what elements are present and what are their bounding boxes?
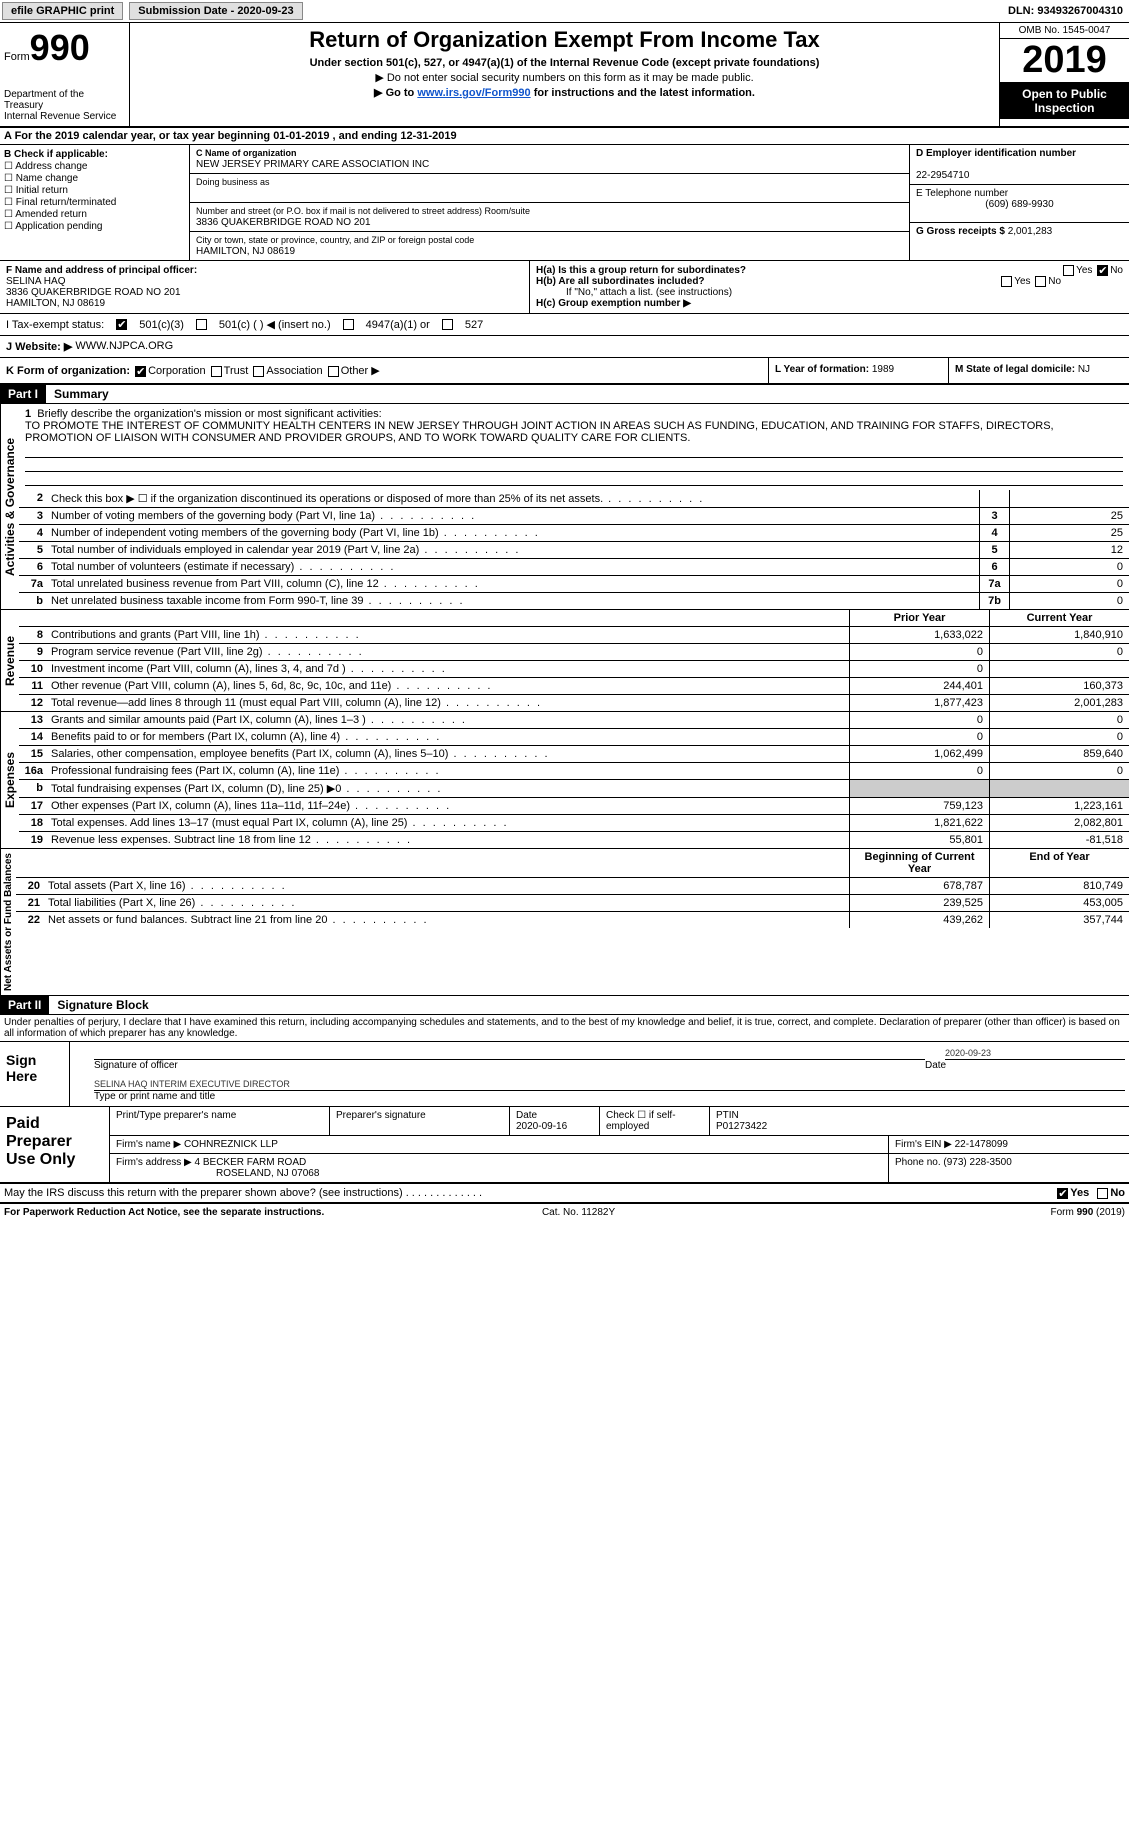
data-line: 20Total assets (Part X, line 16)678,7878… [16,878,1129,895]
dept-label: Department of the Treasury Internal Reve… [4,89,125,122]
omb-number: OMB No. 1545-0047 [1000,23,1129,39]
data-line: 22Net assets or fund balances. Subtract … [16,912,1129,928]
data-line: 13Grants and similar amounts paid (Part … [19,712,1129,729]
box-h: H(a) Is this a group return for subordin… [530,261,1129,313]
irs-link[interactable]: www.irs.gov/Form990 [417,87,530,99]
data-line: 18Total expenses. Add lines 13–17 (must … [19,815,1129,832]
vtab-revenue: Revenue [0,610,19,711]
gov-line: 3Number of voting members of the governi… [19,508,1129,525]
subtitle-1: Under section 501(c), 527, or 4947(a)(1)… [136,57,993,69]
gov-line: 5Total number of individuals employed in… [19,542,1129,559]
org-city: HAMILTON, NJ 08619 [196,246,295,257]
part1-header: Part I Summary [0,385,1129,404]
dln: DLN: 93493267004310 [1008,5,1127,17]
data-line: 17Other expenses (Part IX, column (A), l… [19,798,1129,815]
subtitle-3: ▶ Go to www.irs.gov/Form990 for instruct… [136,86,993,99]
data-line: 11Other revenue (Part VIII, column (A), … [19,678,1129,695]
data-line: 19Revenue less expenses. Subtract line 1… [19,832,1129,848]
gross-receipts: 2,001,283 [1008,226,1053,237]
form-header: Form990 Department of the Treasury Inter… [0,23,1129,128]
gov-line: 6Total number of volunteers (estimate if… [19,559,1129,576]
signature-block: Under penalties of perjury, I declare th… [0,1015,1129,1221]
expenses-section: Expenses 13Grants and similar amounts pa… [0,712,1129,849]
vtab-expenses: Expenses [0,712,19,848]
row-klm: K Form of organization: Corporation Trus… [0,358,1129,385]
website: WWW.NJPCA.ORG [75,340,173,353]
gov-line: 7aTotal unrelated business revenue from … [19,576,1129,593]
tax-year: 2019 [1000,39,1129,83]
form-label: Form990 [4,27,125,69]
ein: 22-2954710 [916,170,969,181]
data-line: 12Total revenue—add lines 8 through 11 (… [19,695,1129,711]
data-line: 9Program service revenue (Part VIII, lin… [19,644,1129,661]
submission-date: Submission Date - 2020-09-23 [129,2,302,20]
gov-line: bNet unrelated business taxable income f… [19,593,1129,609]
open-inspection: Open to Public Inspection [1000,83,1129,119]
form-title: Return of Organization Exempt From Incom… [136,27,993,53]
box-c: C Name of organizationNEW JERSEY PRIMARY… [190,145,909,260]
mission-text: TO PROMOTE THE INTEREST OF COMMUNITY HEA… [25,420,1054,444]
footer: For Paperwork Reduction Act Notice, see … [0,1204,1129,1221]
activities-governance: Activities & Governance 1 Briefly descri… [0,404,1129,610]
data-line: 16aProfessional fundraising fees (Part I… [19,763,1129,780]
vtab-net: Net Assets or Fund Balances [0,849,16,995]
gov-line: 2Check this box ▶ ☐ if the organization … [19,490,1129,508]
line-a: A For the 2019 calendar year, or tax yea… [0,128,1129,145]
data-line: 8Contributions and grants (Part VIII, li… [19,627,1129,644]
org-address: 3836 QUAKERBRIDGE ROAD NO 201 [196,217,371,228]
box-b: B Check if applicable: ☐ Address change … [0,145,190,260]
data-line: 15Salaries, other compensation, employee… [19,746,1129,763]
declaration: Under penalties of perjury, I declare th… [0,1015,1129,1042]
data-line: 14Benefits paid to or for members (Part … [19,729,1129,746]
net-assets-section: Net Assets or Fund Balances Beginning of… [0,849,1129,996]
box-f: F Name and address of principal officer:… [0,261,530,313]
paid-preparer: Paid Preparer Use Only Print/Type prepar… [0,1107,1129,1184]
data-line: 21Total liabilities (Part X, line 26)239… [16,895,1129,912]
phone: (609) 689-9930 [916,199,1123,210]
part2-header: Part II Signature Block [0,996,1129,1015]
data-line: 10Investment income (Part VIII, column (… [19,661,1129,678]
vtab-governance: Activities & Governance [0,404,19,609]
data-line: bTotal fundraising expenses (Part IX, co… [19,780,1129,798]
row-j: J Website: ▶ WWW.NJPCA.ORG [0,336,1129,358]
revenue-section: Revenue Prior Year Current Year 8Contrib… [0,610,1129,712]
section-fh: F Name and address of principal officer:… [0,261,1129,314]
discuss-row: May the IRS discuss this return with the… [0,1184,1129,1204]
section-bcdeg: B Check if applicable: ☐ Address change … [0,145,1129,261]
box-deg: D Employer identification number22-29547… [909,145,1129,260]
gov-line: 4Number of independent voting members of… [19,525,1129,542]
org-name: NEW JERSEY PRIMARY CARE ASSOCIATION INC [196,159,429,170]
topbar: efile GRAPHIC print Submission Date - 20… [0,0,1129,23]
row-i: I Tax-exempt status: 501(c)(3) 501(c) ( … [0,314,1129,336]
efile-button[interactable]: efile GRAPHIC print [2,2,123,20]
subtitle-2: ▶ Do not enter social security numbers o… [136,71,993,84]
